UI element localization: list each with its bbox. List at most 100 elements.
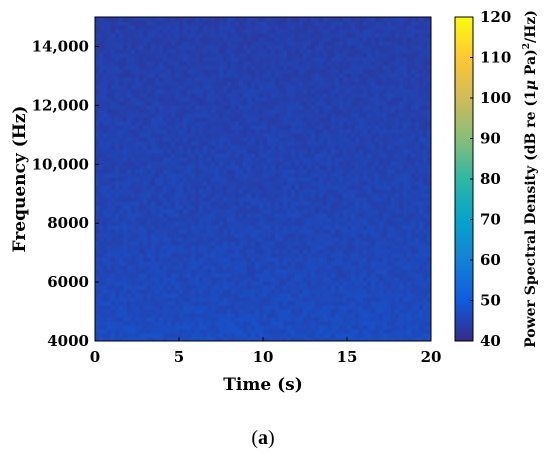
heatmap-cell xyxy=(295,313,300,318)
heatmap-cell xyxy=(311,149,316,154)
heatmap-cell xyxy=(355,253,360,258)
heatmap-cell xyxy=(303,125,308,130)
heatmap-cell xyxy=(195,149,200,154)
heatmap-cell xyxy=(323,137,328,142)
heatmap-cell xyxy=(303,253,308,258)
heatmap-cell xyxy=(227,125,232,130)
heatmap-cell xyxy=(139,293,144,298)
heatmap-cell xyxy=(379,185,384,190)
heatmap-cell xyxy=(131,129,136,134)
heatmap-cell xyxy=(355,257,360,262)
heatmap-cell xyxy=(415,293,420,298)
heatmap-cell xyxy=(239,137,244,142)
heatmap-cell xyxy=(387,197,392,202)
heatmap-cell xyxy=(223,101,228,106)
heatmap-cell xyxy=(219,261,224,266)
heatmap-cell xyxy=(231,273,236,278)
heatmap-cell xyxy=(391,325,396,330)
heatmap-cell xyxy=(255,141,260,146)
heatmap-cell xyxy=(323,193,328,198)
heatmap-cell xyxy=(411,133,416,138)
heatmap-cell xyxy=(191,277,196,282)
heatmap-cell xyxy=(191,181,196,186)
heatmap-cell xyxy=(407,173,412,178)
heatmap-cell xyxy=(331,189,336,194)
heatmap-cell xyxy=(163,209,168,214)
heatmap-cell xyxy=(95,145,100,150)
heatmap-cell xyxy=(179,265,184,270)
heatmap-cell xyxy=(395,261,400,266)
heatmap-cell xyxy=(299,177,304,182)
heatmap-cell xyxy=(99,181,104,186)
heatmap-cell xyxy=(275,305,280,310)
heatmap-cell xyxy=(103,141,108,146)
heatmap-cell xyxy=(147,185,152,190)
heatmap-cell xyxy=(287,161,292,166)
heatmap-cell xyxy=(427,137,432,142)
heatmap-cell xyxy=(179,101,184,106)
heatmap-cell xyxy=(287,217,292,222)
heatmap-cell xyxy=(239,197,244,202)
heatmap-cell xyxy=(311,285,316,290)
heatmap-cell xyxy=(271,313,276,318)
heatmap-cell xyxy=(351,257,356,262)
heatmap-cell xyxy=(259,293,264,298)
heatmap-cell xyxy=(291,213,296,218)
heatmap-cell xyxy=(135,241,140,246)
heatmap-cell xyxy=(259,197,264,202)
heatmap-cell xyxy=(127,301,132,306)
heatmap-cell xyxy=(379,121,384,126)
heatmap-cell xyxy=(135,161,140,166)
heatmap-cell xyxy=(263,201,268,206)
heatmap-cell xyxy=(299,313,304,318)
heatmap-cell xyxy=(215,165,220,170)
heatmap-cell xyxy=(123,145,128,150)
heatmap-cell xyxy=(151,149,156,154)
heatmap-cell xyxy=(127,321,132,326)
heatmap-cell xyxy=(183,329,188,334)
heatmap-cell xyxy=(347,261,352,266)
heatmap-cell xyxy=(183,141,188,146)
heatmap-cell xyxy=(171,241,176,246)
heatmap-cell xyxy=(107,289,112,294)
heatmap-cell xyxy=(371,105,376,110)
heatmap-cell xyxy=(215,277,220,282)
heatmap-cell xyxy=(303,133,308,138)
heatmap-cell xyxy=(335,277,340,282)
heatmap-cell xyxy=(215,169,220,174)
heatmap-cell xyxy=(151,233,156,238)
heatmap-cell xyxy=(203,121,208,126)
heatmap-cell xyxy=(127,225,132,230)
heatmap-cell xyxy=(203,285,208,290)
heatmap-cell xyxy=(375,153,380,158)
heatmap-cell xyxy=(139,205,144,210)
heatmap-cell xyxy=(351,105,356,110)
heatmap-cell xyxy=(151,281,156,286)
heatmap-cell xyxy=(343,189,348,194)
heatmap-cell xyxy=(339,169,344,174)
heatmap-cell xyxy=(379,325,384,330)
heatmap-cell xyxy=(267,337,272,342)
heatmap-cell xyxy=(403,285,408,290)
heatmap-cell xyxy=(311,161,316,166)
heatmap-cell xyxy=(155,165,160,170)
heatmap-cell xyxy=(327,133,332,138)
heatmap-cell xyxy=(207,225,212,230)
heatmap-cell xyxy=(107,193,112,198)
heatmap-cell xyxy=(315,205,320,210)
heatmap-cell xyxy=(191,337,196,342)
heatmap-cell xyxy=(159,189,164,194)
heatmap-cell xyxy=(371,321,376,326)
heatmap-cell xyxy=(355,181,360,186)
heatmap-cell xyxy=(275,253,280,258)
heatmap-cell xyxy=(207,129,212,134)
heatmap-cell xyxy=(403,181,408,186)
heatmap-cell xyxy=(251,105,256,110)
heatmap-cell xyxy=(283,133,288,138)
heatmap-cell xyxy=(311,213,316,218)
heatmap-cell xyxy=(151,229,156,234)
heatmap-cell xyxy=(299,209,304,214)
heatmap-cell xyxy=(339,145,344,150)
heatmap-cell xyxy=(267,285,272,290)
heatmap-cell xyxy=(291,333,296,338)
